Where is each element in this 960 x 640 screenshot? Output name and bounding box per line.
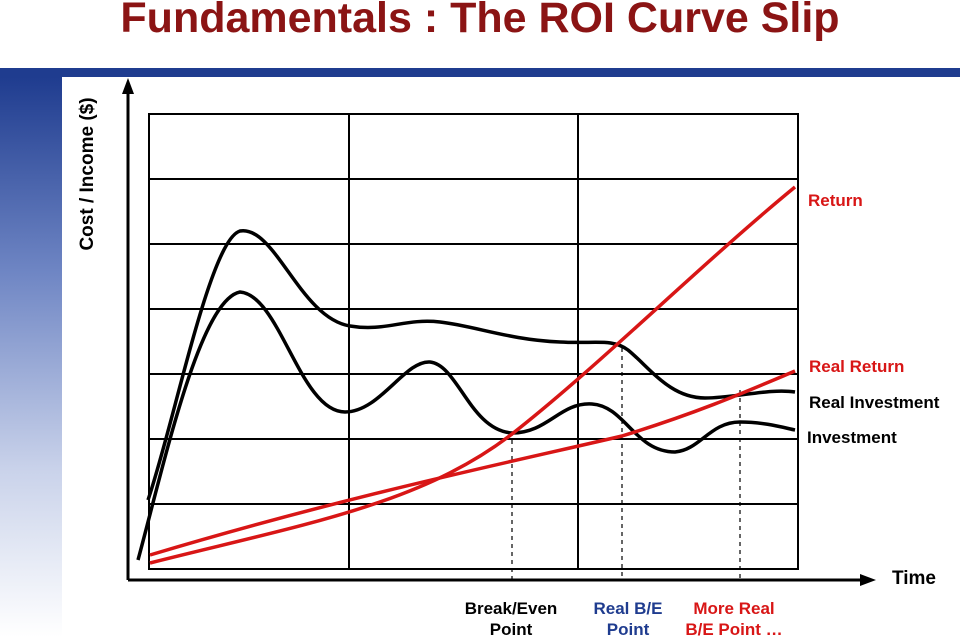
x-axis-label: Time <box>892 568 937 589</box>
break-even-label: Break/Even Point <box>456 598 566 640</box>
title-rule <box>0 68 960 77</box>
side-gradient-band <box>0 77 62 637</box>
real-investment-label: Real Investment <box>809 393 940 412</box>
real-investment-curve <box>146 229 796 501</box>
axes <box>126 90 862 582</box>
more-real-be-label: More Real B/E Point … <box>678 598 790 640</box>
grid <box>148 113 799 570</box>
slide-title: Fundamentals : The ROI Curve Slip <box>120 0 840 42</box>
real-return-label: Real Return <box>809 357 905 376</box>
real-be-label: Real B/E Point <box>578 598 678 640</box>
return-label: Return <box>808 191 863 210</box>
y-axis-arrowhead <box>122 78 134 94</box>
investment-curve <box>136 290 796 561</box>
real-return-curve <box>149 369 796 557</box>
break-even-line-1: Break/Even <box>464 599 558 618</box>
real-be-line-2: Point <box>606 620 650 639</box>
return-curve <box>149 185 797 565</box>
break-even-line-2: Point <box>489 620 533 639</box>
real-be-line-1: Real B/E <box>593 599 663 618</box>
more-real-line-2: B/E Point … <box>685 620 783 639</box>
dashed-guides <box>511 348 741 580</box>
more-real-line-1: More Real <box>693 599 775 618</box>
investment-label: Investment <box>807 428 897 447</box>
x-axis-arrowhead <box>860 574 876 586</box>
grid-frame <box>148 113 799 570</box>
